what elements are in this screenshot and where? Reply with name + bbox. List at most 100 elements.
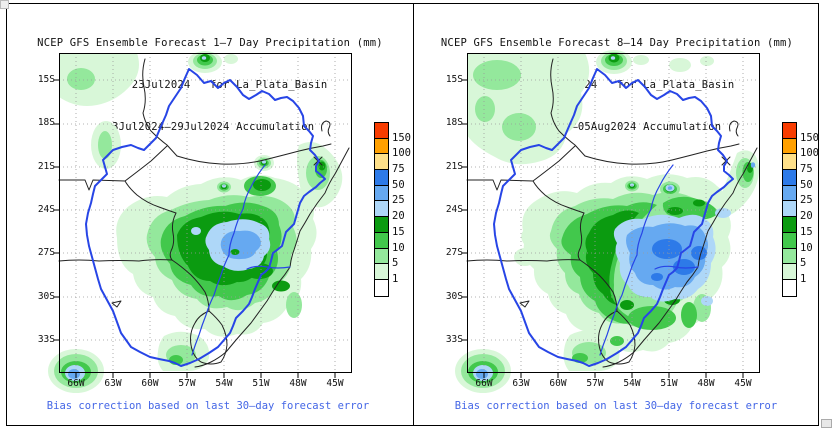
country-borders (58, 58, 350, 368)
y-tick-label: 33S (37, 334, 55, 345)
precip-local-minimum (230, 249, 240, 255)
colorbar-segment (375, 232, 388, 249)
grid-lines (59, 53, 352, 373)
colorbar-segment (783, 264, 796, 280)
colorbar-segment (375, 279, 388, 296)
colorbar-label: 1 (392, 273, 399, 285)
x-tick-label: 66W (475, 378, 493, 389)
colorbar-label: 150 (392, 132, 411, 144)
colorbar-segment (783, 123, 796, 139)
y-tick-label: 21S (37, 161, 55, 172)
panel-day-8-14: NCEP GFS Ensemble Forecast 8–14 Day Prec… (415, 4, 819, 425)
x-tick-label: 54W (623, 378, 641, 389)
map-frame (59, 53, 352, 373)
colorbar-label: 10 (392, 242, 405, 254)
y-tick-label: 27S (37, 247, 55, 258)
x-tick-label: 51W (252, 378, 270, 389)
colorbar-label: 50 (392, 179, 405, 191)
colorbar-label: 50 (800, 179, 813, 191)
colorbar-label: 100 (392, 147, 411, 159)
y-tick-label: 24S (37, 204, 55, 215)
x-tick-label: 60W (141, 378, 159, 389)
x-tick-label: 48W (697, 378, 715, 389)
la-plata-basin-boundary (493, 68, 734, 367)
colorbar-segment (783, 170, 796, 186)
colorbar-label: 150 (800, 132, 819, 144)
y-tick-label: 30S (445, 291, 463, 302)
bias-correction-caption: Bias correction based on last 30–day for… (454, 400, 778, 412)
y-tick-label: 15S (445, 74, 463, 85)
x-tick-label: 54W (215, 378, 233, 389)
panel-day-1-7: NCEP GFS Ensemble Forecast 1–7 Day Preci… (7, 4, 413, 425)
uruguay-river-line (654, 265, 699, 270)
grid-lines (467, 53, 760, 373)
colorbar-segment (375, 123, 388, 139)
colorbar-label: 20 (800, 210, 813, 222)
y-tick-label: 24S (445, 204, 463, 215)
x-tick-label: 48W (289, 378, 307, 389)
colorbar-segment (375, 201, 388, 218)
colorbar-segment (375, 248, 388, 265)
x-tick-label: 63W (512, 378, 530, 389)
precip-colorbar (374, 122, 389, 297)
precip-colorbar (782, 122, 797, 297)
parana-river-line (191, 164, 266, 356)
colorbar-segment (375, 264, 388, 280)
y-tick-label: 18S (37, 117, 55, 128)
x-tick-label: 51W (660, 378, 678, 389)
x-tick-label: 57W (178, 378, 196, 389)
uruguay-river-line (246, 265, 291, 270)
figure-border (6, 3, 819, 426)
colorbar-label: 15 (800, 226, 813, 238)
colorbar-segment (783, 217, 796, 233)
colorbar-segment (375, 185, 388, 202)
precip-map-8-14-day (455, 50, 760, 393)
x-tick-label: 63W (104, 378, 122, 389)
colorbar-label: 15 (392, 226, 405, 238)
colorbar-label: 1 (800, 273, 807, 285)
colorbar-segment (375, 217, 388, 233)
colorbar-segment (783, 185, 796, 202)
x-tick-label: 45W (326, 378, 344, 389)
x-tick-label: 60W (549, 378, 567, 389)
colorbar-segment (783, 279, 796, 296)
x-tick-label: 57W (586, 378, 604, 389)
colorbar-label: 5 (800, 257, 807, 269)
colorbar-segment (783, 232, 796, 249)
y-tick-label: 18S (445, 117, 463, 128)
country-borders (466, 58, 758, 368)
y-tick-label: 30S (37, 291, 55, 302)
bias-correction-caption: Bias correction based on last 30–day for… (46, 400, 370, 412)
y-tick-label: 27S (445, 247, 463, 258)
panel-titles: NCEP GFS Ensemble Forecast 1–7 Day Preci… (7, 8, 413, 162)
precip-map-1-7-day (48, 51, 352, 393)
colorbar-segment (783, 138, 796, 155)
axis-ticks (462, 79, 744, 378)
colorbar-label: 75 (392, 163, 405, 175)
y-tick-label: 21S (445, 161, 463, 172)
x-tick-label: 45W (734, 378, 752, 389)
colorbar-label: 75 (800, 163, 813, 175)
colorbar-segment (783, 248, 796, 265)
colorbar-label: 5 (392, 257, 399, 269)
parana-river-line (599, 164, 674, 356)
colorbar-segment (783, 201, 796, 218)
scroll-corner-artifact (821, 419, 832, 428)
y-tick-label: 33S (445, 334, 463, 345)
colorbar-segment (375, 138, 388, 155)
colorbar-segment (375, 170, 388, 186)
x-tick-label: 66W (67, 378, 85, 389)
colorbar-segment (783, 154, 796, 171)
la-plata-basin-boundary (85, 68, 326, 367)
scroll-corner-artifact (0, 0, 9, 9)
map-frame (467, 53, 760, 373)
panel-divider (413, 3, 414, 426)
axis-ticks (54, 79, 336, 378)
colorbar-label: 10 (800, 242, 813, 254)
colorbar-label: 100 (800, 147, 819, 159)
colorbar-label: 25 (392, 194, 405, 206)
colorbar-label: 25 (800, 194, 813, 206)
panel-title: NCEP GFS Ensemble Forecast 8–14 Day Prec… (440, 37, 794, 49)
colorbar-label: 20 (392, 210, 405, 222)
